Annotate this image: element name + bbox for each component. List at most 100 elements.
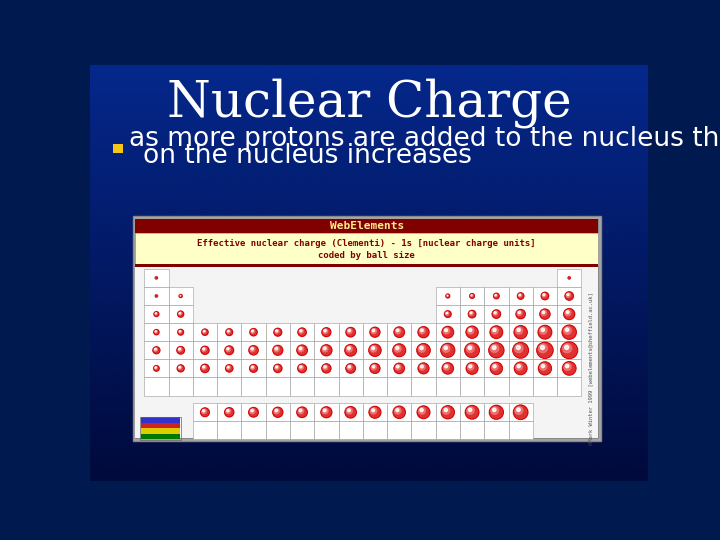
Circle shape <box>248 408 258 417</box>
Circle shape <box>273 407 283 417</box>
Circle shape <box>420 346 423 349</box>
Bar <box>140 417 181 440</box>
Circle shape <box>490 326 503 339</box>
Circle shape <box>154 312 159 316</box>
Bar <box>387 341 411 359</box>
Circle shape <box>445 365 448 368</box>
Circle shape <box>178 347 182 352</box>
Circle shape <box>298 328 306 336</box>
Circle shape <box>250 347 255 352</box>
Text: Nuclear Charge: Nuclear Charge <box>166 78 572 129</box>
Circle shape <box>539 344 547 353</box>
Bar <box>135 219 598 233</box>
Circle shape <box>153 347 160 354</box>
Circle shape <box>467 327 474 334</box>
Circle shape <box>155 348 156 350</box>
Bar <box>533 341 557 359</box>
Circle shape <box>322 346 328 352</box>
Circle shape <box>297 345 307 355</box>
Circle shape <box>202 410 204 412</box>
Circle shape <box>227 348 229 350</box>
Circle shape <box>469 294 474 298</box>
Circle shape <box>274 346 279 352</box>
Circle shape <box>178 366 181 369</box>
Bar <box>266 421 290 440</box>
Bar <box>533 305 557 323</box>
Circle shape <box>298 408 304 414</box>
Bar <box>290 359 314 377</box>
Circle shape <box>566 311 569 314</box>
Bar <box>411 359 436 377</box>
Circle shape <box>543 294 545 295</box>
Bar <box>314 359 338 377</box>
Circle shape <box>418 363 429 374</box>
Circle shape <box>179 312 181 314</box>
Bar <box>460 305 485 323</box>
Circle shape <box>179 294 182 298</box>
Circle shape <box>178 311 184 317</box>
Bar <box>485 403 508 421</box>
Bar <box>387 323 411 341</box>
Bar <box>217 359 241 377</box>
Bar <box>217 377 241 395</box>
Circle shape <box>345 345 356 356</box>
Circle shape <box>394 345 401 352</box>
Circle shape <box>517 408 521 411</box>
Circle shape <box>226 329 233 335</box>
Bar <box>485 287 508 305</box>
Circle shape <box>541 346 544 349</box>
Circle shape <box>417 406 430 418</box>
Bar <box>460 287 485 305</box>
Circle shape <box>539 327 547 334</box>
Circle shape <box>394 327 405 338</box>
Circle shape <box>154 329 159 335</box>
Circle shape <box>443 407 450 414</box>
Circle shape <box>250 328 257 336</box>
Circle shape <box>226 366 230 369</box>
Bar <box>485 359 508 377</box>
Circle shape <box>251 330 253 332</box>
Circle shape <box>494 293 499 299</box>
Text: Effective nuclear charge (Clementi) - 1s [nuclear charge units]: Effective nuclear charge (Clementi) - 1s… <box>197 239 536 248</box>
Circle shape <box>490 406 503 419</box>
Circle shape <box>465 406 479 419</box>
Bar <box>338 341 363 359</box>
Bar <box>533 377 557 395</box>
Circle shape <box>370 363 380 373</box>
Circle shape <box>225 408 234 417</box>
Circle shape <box>322 408 328 414</box>
Circle shape <box>419 328 426 334</box>
Bar <box>338 403 363 421</box>
Circle shape <box>493 328 496 332</box>
Circle shape <box>298 364 307 373</box>
Circle shape <box>441 406 454 419</box>
Circle shape <box>395 364 401 370</box>
Circle shape <box>177 365 184 372</box>
Circle shape <box>519 294 521 296</box>
Circle shape <box>153 366 159 371</box>
Bar <box>193 377 217 395</box>
Bar <box>363 359 387 377</box>
Circle shape <box>492 346 496 349</box>
Circle shape <box>300 366 302 368</box>
Bar <box>411 403 436 421</box>
Circle shape <box>393 344 405 356</box>
Circle shape <box>250 408 255 414</box>
Circle shape <box>323 347 326 350</box>
Circle shape <box>251 329 255 333</box>
Circle shape <box>446 295 448 296</box>
Circle shape <box>300 347 302 350</box>
Circle shape <box>541 310 546 315</box>
Text: ©Mark Winter 1999 [webelements@sheffield.ac.uk]: ©Mark Winter 1999 [webelements@sheffield… <box>588 293 593 446</box>
Circle shape <box>469 328 472 332</box>
Circle shape <box>470 312 472 314</box>
Circle shape <box>371 364 377 370</box>
Circle shape <box>513 405 528 420</box>
Bar <box>460 323 485 341</box>
Circle shape <box>179 330 181 333</box>
Circle shape <box>372 366 374 368</box>
Circle shape <box>251 365 255 369</box>
Circle shape <box>562 362 576 375</box>
Circle shape <box>227 409 229 412</box>
Bar <box>193 341 217 359</box>
